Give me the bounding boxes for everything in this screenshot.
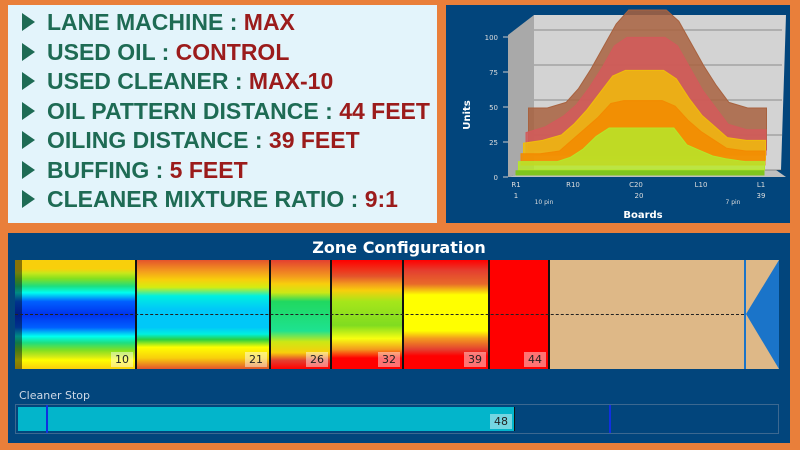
info-value: 39 FEET xyxy=(268,127,360,153)
info-row: OIL PATTERN DISTANCE : 44 FEET xyxy=(22,98,430,125)
info-label: LANE MACHINE : xyxy=(47,9,244,35)
info-value: CONTROL xyxy=(175,38,290,65)
x-tick-label: 20 xyxy=(635,192,644,200)
y-tick-label: 0 xyxy=(494,174,498,182)
zone-distance-label: 10 xyxy=(111,352,133,367)
marker-line[interactable] xyxy=(46,405,48,433)
cleaner-stop-value: 48 xyxy=(490,414,512,429)
info-row: BUFFING : 5 FEET xyxy=(22,157,248,184)
y-tick-label: 25 xyxy=(489,139,498,147)
center-line xyxy=(15,314,744,315)
info-label: OILING DISTANCE : xyxy=(47,127,269,153)
annotation: 10 pin xyxy=(535,199,554,206)
annotation: 7 pin xyxy=(725,199,740,206)
pattern-info-panel: LANE MACHINE : MAX USED OIL : CONTROL USED… xyxy=(8,5,437,223)
info-value: 44 FEET xyxy=(339,97,430,124)
y-tick-label: 100 xyxy=(485,34,498,42)
zone-distance-label: 44 xyxy=(524,352,546,367)
x-tick-label: 1 xyxy=(514,192,518,200)
info-value: MAX xyxy=(243,9,295,35)
info-label: CLEANER MIXTURE RATIO : xyxy=(47,186,365,212)
info-value: MAX-10 xyxy=(248,68,334,94)
cleaner-stop-label: Cleaner Stop xyxy=(19,389,91,402)
triangle-bullet-icon xyxy=(22,160,35,179)
triangle-bullet-icon xyxy=(22,42,35,61)
info-row: LANE MACHINE : MAX xyxy=(22,9,295,36)
info-row: USED OIL : CONTROL xyxy=(22,39,289,66)
y-tick-label: 50 xyxy=(489,104,498,112)
info-value: 5 FEET xyxy=(169,156,248,183)
y-axis-title: Units xyxy=(462,100,473,129)
x-tick-label: C20 xyxy=(629,181,643,189)
zone-distance-label: 32 xyxy=(378,352,400,367)
cleaner-stop-bar[interactable]: 48 xyxy=(15,404,779,434)
zone-distance-label: 26 xyxy=(306,352,328,367)
x-tick-label: L1 xyxy=(757,181,765,189)
lane-zones: 10 21 26 32 39 44 xyxy=(15,260,779,369)
info-label: BUFFING : xyxy=(47,156,170,183)
info-label: USED OIL : xyxy=(47,38,176,65)
info-label: USED CLEANER : xyxy=(47,68,249,94)
triangle-bullet-icon xyxy=(22,190,35,208)
marker-line[interactable] xyxy=(609,405,611,433)
pin-deck-icon xyxy=(744,260,779,369)
series-area xyxy=(518,127,765,171)
info-row: OILING DISTANCE : 39 FEET xyxy=(22,127,360,154)
zone-configuration-panel: Zone Configuration 10 21 26 32 39 44 Cleaner … xyxy=(8,233,790,443)
info-row: CLEANER MIXTURE RATIO : 9:1 xyxy=(22,186,398,213)
zone-distance-label: 21 xyxy=(245,352,267,367)
cleaner-stop-fill: 48 xyxy=(18,407,515,431)
zone-distance-label: 39 xyxy=(464,352,486,367)
triangle-bullet-icon xyxy=(22,101,35,120)
x-tick-label: R1 xyxy=(511,181,520,189)
series-area xyxy=(515,170,765,176)
chart-svg: 0 25 50 75 100 R1 R10 C20 L10 L1 1 20 39 10 pin 7 pin B… xyxy=(462,9,786,221)
x-tick-label: L10 xyxy=(695,181,708,189)
triangle-bullet-icon xyxy=(22,13,35,31)
info-label: OIL PATTERN DISTANCE : xyxy=(47,97,340,124)
x-tick-label: R10 xyxy=(566,181,580,189)
triangle-bullet-icon xyxy=(22,72,35,90)
y-tick-label: 75 xyxy=(489,69,498,77)
x-axis-title: Boards xyxy=(623,210,662,221)
info-row: USED CLEANER : MAX-10 xyxy=(22,68,333,95)
triangle-bullet-icon xyxy=(22,131,35,149)
info-value: 9:1 xyxy=(364,186,398,212)
zone-title: Zone Configuration xyxy=(312,238,486,257)
x-tick-label: 39 xyxy=(757,192,766,200)
oil-pattern-3d-chart: 0 25 50 75 100 R1 R10 C20 L10 L1 1 20 39 10 pin 7 pin B… xyxy=(446,5,790,223)
